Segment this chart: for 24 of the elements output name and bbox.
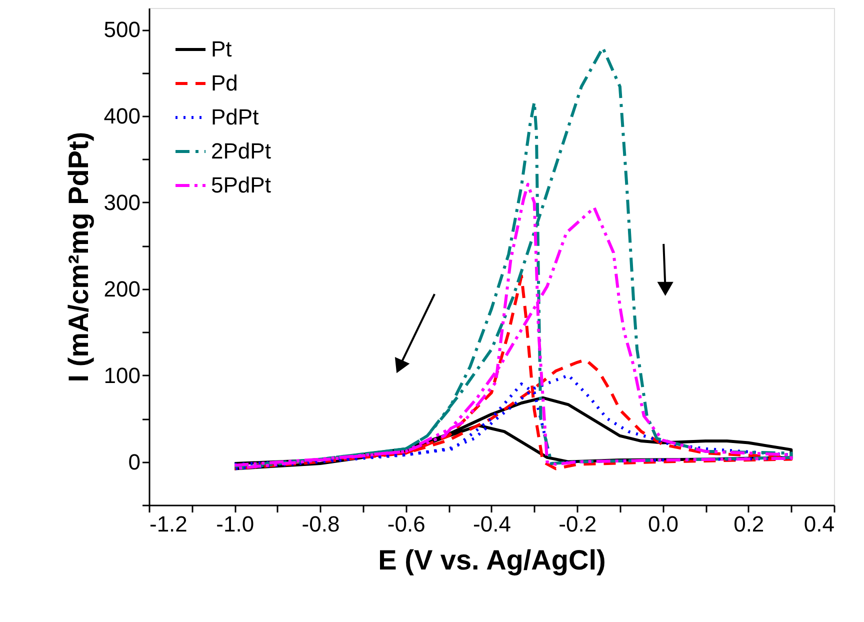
line-series bbox=[233, 274, 793, 470]
line-series bbox=[233, 374, 793, 470]
x-tick-label: 0.2 bbox=[734, 512, 764, 536]
x-tick-label: 0.4 bbox=[804, 512, 834, 536]
legend-label: PdPt bbox=[211, 104, 259, 130]
y-tick-label: 400 bbox=[104, 104, 140, 129]
x-tick-label: -1.0 bbox=[216, 512, 254, 536]
x-tick-label: -1.2 bbox=[150, 512, 188, 536]
legend-label: 5PdPt bbox=[211, 172, 271, 198]
y-tick-label: 100 bbox=[104, 362, 140, 388]
x-tick-label: 0.0 bbox=[648, 512, 679, 536]
x-axis-title: E (V vs. Ag/AgCl) bbox=[378, 544, 606, 576]
legend-label: Pt bbox=[211, 36, 232, 62]
y-tick-label: 300 bbox=[104, 190, 140, 215]
y-tick-label: 200 bbox=[104, 276, 140, 302]
y-tick-label: 0 bbox=[128, 449, 140, 474]
x-tick-label: -0.8 bbox=[302, 512, 340, 536]
legend-label: 2PdPt bbox=[211, 138, 271, 164]
y-tick-label: 500 bbox=[104, 17, 140, 42]
x-tick-label: -0.4 bbox=[473, 512, 511, 536]
y-axis-title: I (mA/cm²mg PdPt) bbox=[62, 132, 94, 382]
legend-label: Pd bbox=[211, 70, 238, 96]
x-tick-label: -0.6 bbox=[387, 512, 426, 536]
x-tick-label: -0.2 bbox=[558, 512, 597, 536]
